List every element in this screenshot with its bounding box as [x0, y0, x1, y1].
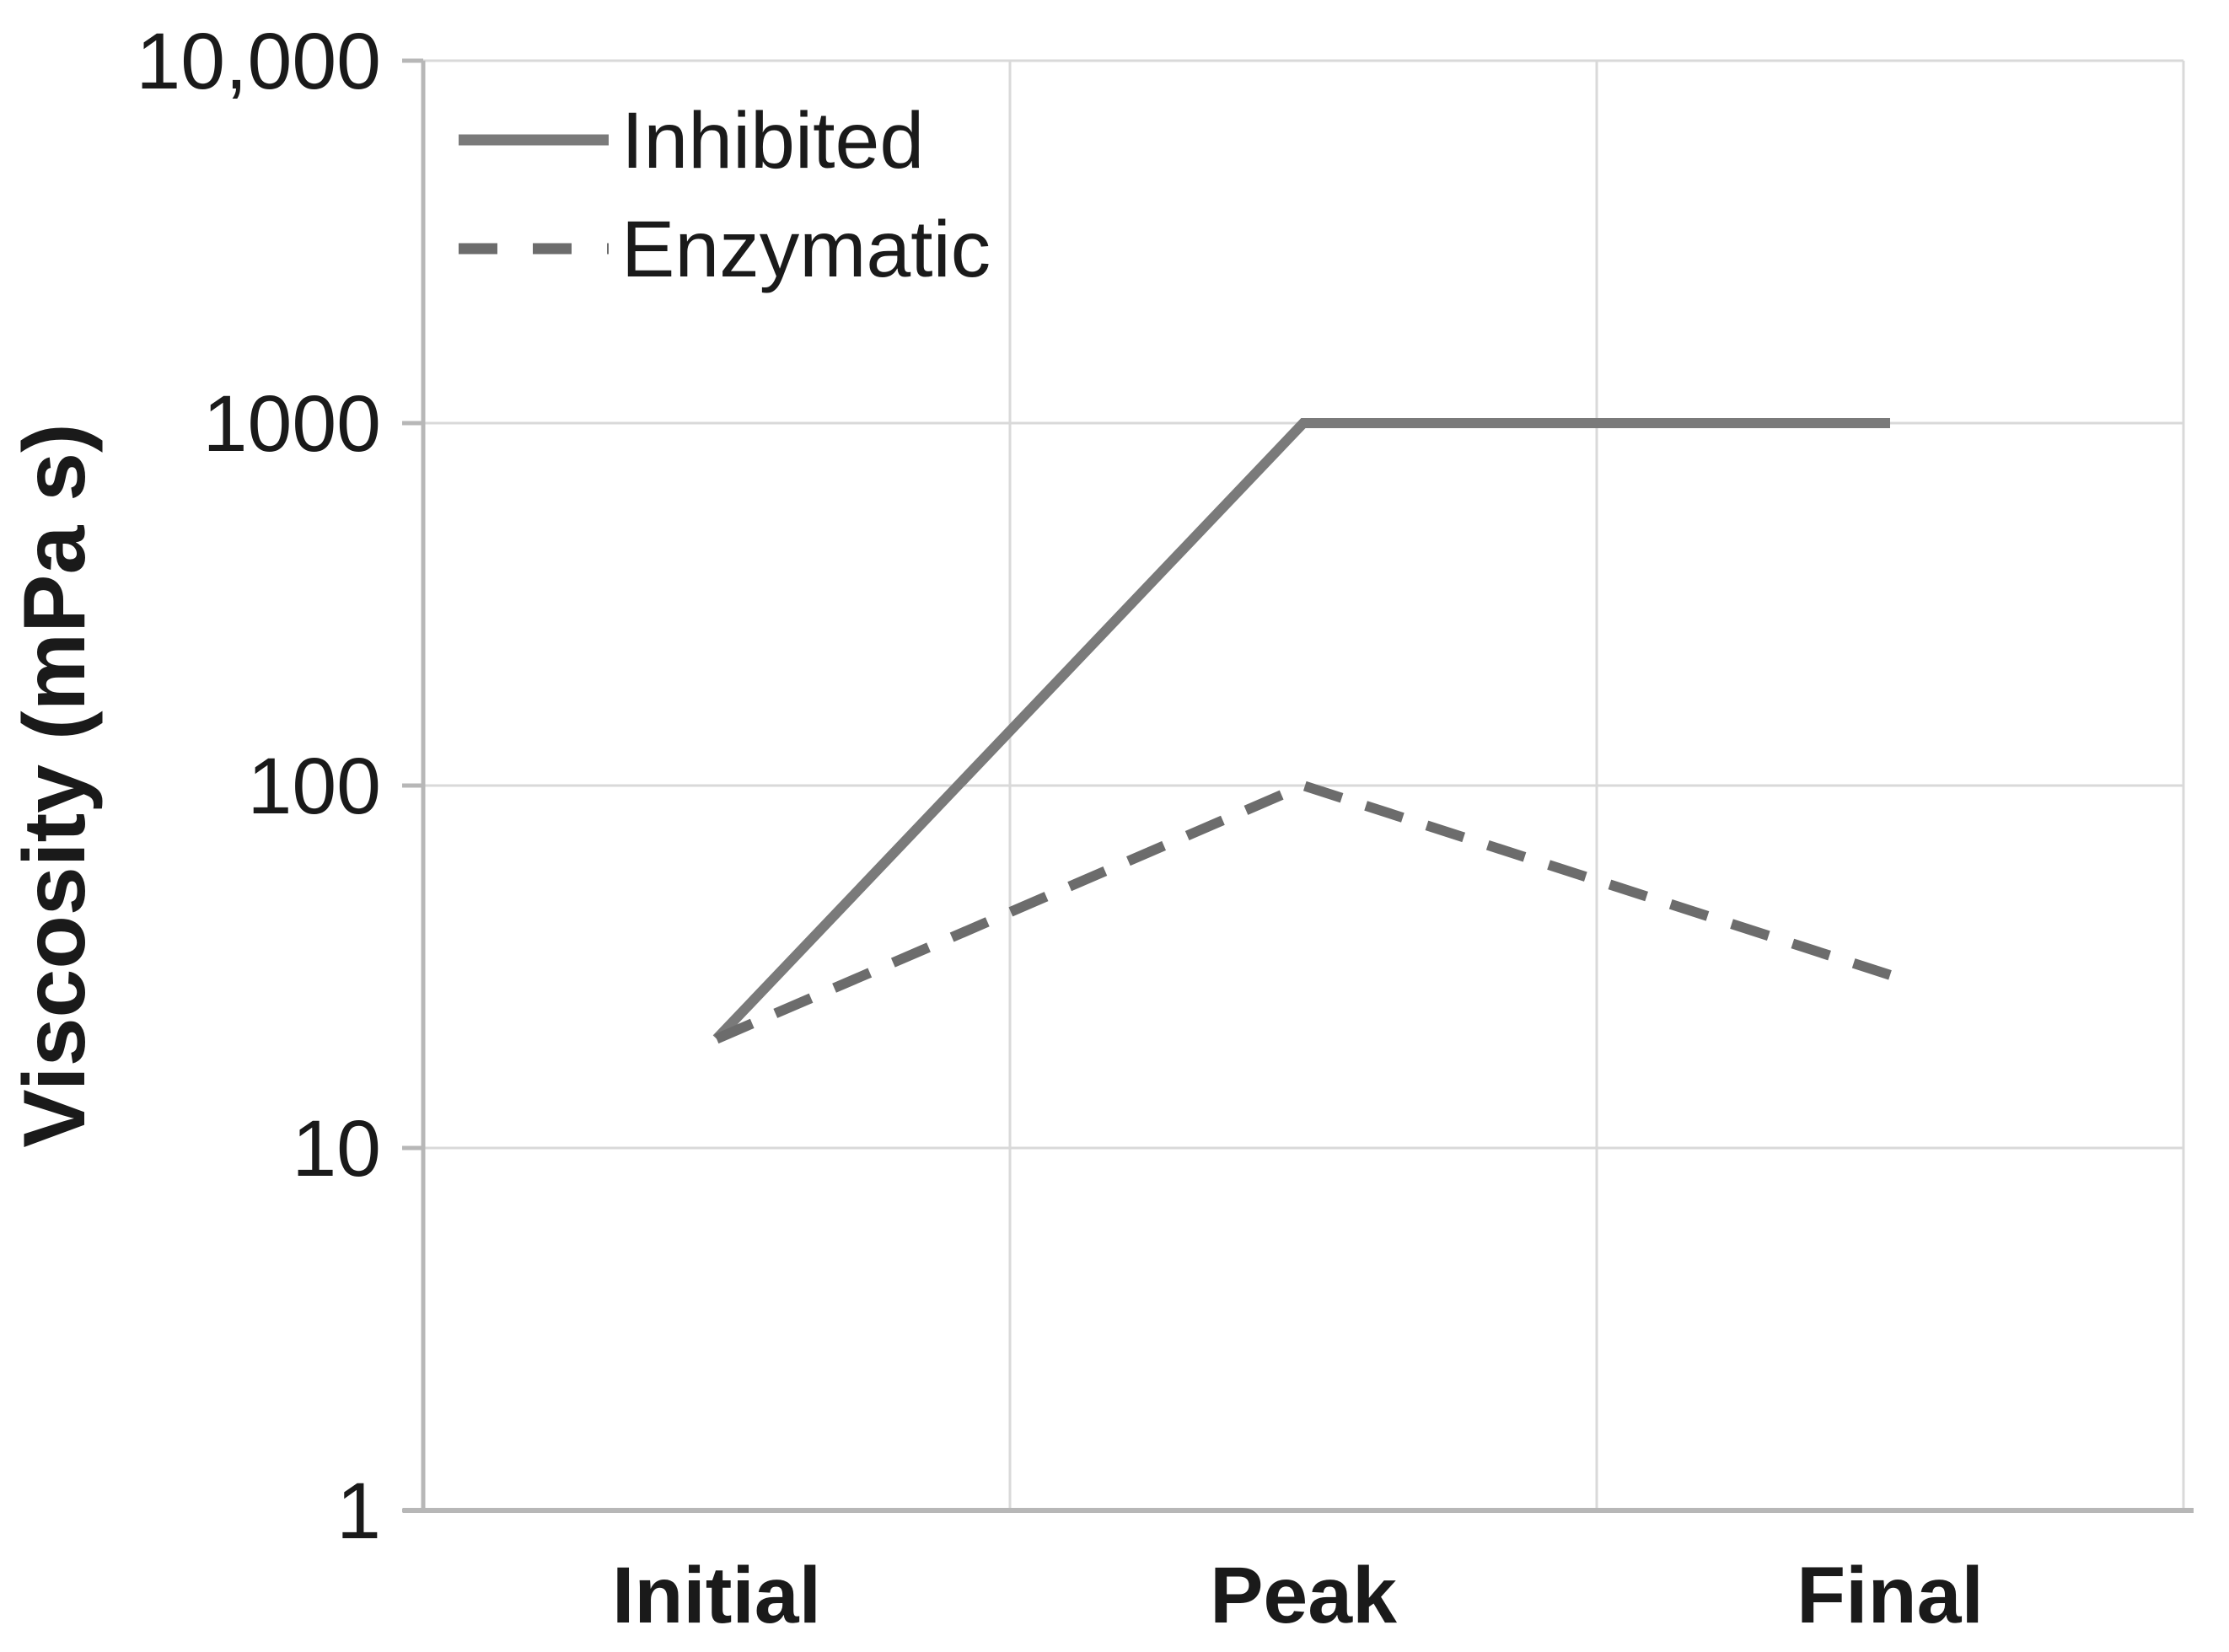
y-tick-label: 100: [247, 742, 381, 831]
y-tick-label: 1000: [203, 379, 381, 469]
x-category-label: Final: [1797, 1551, 1984, 1640]
series-line-inhibited: [712, 418, 1890, 1043]
y-tick-label: 10,000: [136, 17, 381, 106]
x-category-label: Peak: [1210, 1551, 1397, 1640]
legend-label-enzymatic: Enzymatic: [621, 205, 991, 294]
y-tick-label: 1: [336, 1467, 381, 1556]
series-line-enzymatic: [714, 780, 1892, 1044]
x-category-label: Initial: [612, 1551, 821, 1640]
y-axis-title: Viscosity (mPa s): [6, 423, 104, 1147]
legend-label-inhibited: Inhibited: [621, 96, 924, 185]
y-tick-label: 10: [292, 1104, 381, 1193]
